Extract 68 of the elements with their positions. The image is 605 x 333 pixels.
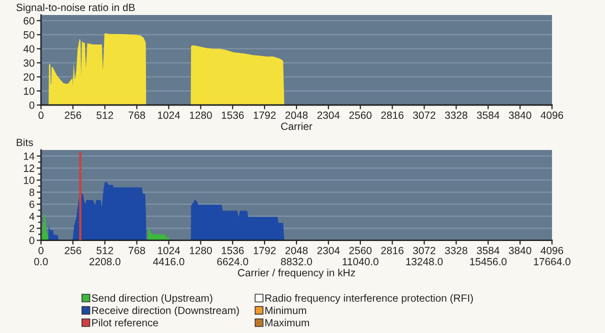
y-tick-label: 14 (24, 152, 34, 160)
x-tick-label: 2048 (285, 112, 308, 119)
x2-tick-label: 0.0 (34, 258, 48, 266)
y-tick-label: 10 (24, 176, 34, 184)
x-tick-label: 1536 (222, 112, 244, 119)
x-tick-label: 512 (96, 112, 114, 119)
legend-label: Minimum (265, 306, 306, 314)
x-tick-label: 1024 (158, 112, 180, 119)
legend-label: Pilot reference (92, 318, 158, 326)
x2-tick-label: 13248.0 (406, 258, 443, 266)
x-tick-label: 3072 (413, 112, 436, 119)
x2-tick-label: 6624.0 (217, 258, 248, 266)
y-tick-label: 0 (29, 102, 34, 109)
x-tick-label: 3840 (508, 112, 532, 119)
x-tick-label: 3328 (445, 112, 468, 119)
x2-tick-label: 11040.0 (342, 258, 378, 266)
legend-label: Maximum (265, 318, 309, 326)
x-tick-label: 1792 (254, 246, 276, 254)
x-tick-label: 2048 (285, 246, 308, 254)
x-tick-label: 0 (38, 112, 44, 119)
x-tick-label: 1280 (190, 112, 212, 119)
y-tick-label: 20 (24, 73, 34, 81)
x-tick-label: 1024 (158, 246, 180, 254)
y-tick-label: 6 (29, 200, 34, 208)
x-tick-label: 3328 (445, 246, 468, 254)
y-tick-label: 40 (23, 45, 34, 53)
x2-tick-label: 15456.0 (470, 258, 507, 266)
y-tick-label: 50 (24, 31, 34, 39)
x-tick-label: 768 (128, 112, 146, 119)
x-tick-label: 1536 (222, 246, 244, 254)
y-tick-label: 30 (24, 59, 34, 67)
y-axis-title: Signal-to-noise ratio in dB (16, 3, 135, 14)
x-tick-label: 3840 (508, 246, 532, 254)
x-tick-label: 4096 (540, 112, 564, 119)
x2-tick-label: 17664.0 (534, 258, 570, 266)
x2-tick-label: 2208.0 (89, 258, 120, 266)
x-axis-title: Carrier (281, 122, 312, 130)
legend-label: Send direction (Upstream) (92, 294, 212, 304)
x-tick-label: 3584 (476, 246, 500, 254)
y-tick-label: 8 (29, 188, 34, 196)
y-tick-label: 10 (24, 87, 34, 95)
x-tick-label: 3584 (476, 112, 500, 119)
x-tick-label: 0 (38, 246, 44, 254)
x-tick-label: 256 (64, 246, 82, 254)
legend-label: Receive direction (Downstream) (92, 306, 239, 316)
y-tick-label: 12 (24, 164, 34, 172)
y-tick-label: 60 (24, 17, 34, 24)
x-tick-label: 2304 (317, 246, 340, 254)
x-tick-label: 4096 (540, 246, 564, 254)
x-tick-label: 1792 (254, 112, 276, 119)
y-axis-title: Bits (16, 138, 33, 146)
x-tick-label: 768 (128, 246, 146, 254)
x-tick-label: 2816 (381, 112, 404, 119)
legend-label: Radio frequency interference protection (RFI) (265, 294, 473, 304)
x-tick-label: 256 (64, 112, 82, 119)
x-tick-label: 3072 (413, 246, 436, 254)
x-tick-label: 2304 (317, 112, 340, 119)
y-tick-label: 0 (29, 236, 34, 244)
x2-tick-label: 4416.0 (153, 258, 184, 266)
x-tick-label: 1280 (190, 246, 212, 254)
x-tick-label: 2560 (349, 246, 372, 254)
x-axis-title: Carrier / frequency in kHz (238, 268, 356, 278)
x-tick-label: 512 (96, 246, 114, 254)
x-tick-label: 2560 (349, 112, 372, 119)
y-tick-label: 2 (29, 224, 34, 232)
x-tick-label: 2816 (381, 246, 404, 254)
y-tick-label: 4 (29, 212, 34, 220)
x2-tick-label: 8832.0 (281, 258, 312, 266)
